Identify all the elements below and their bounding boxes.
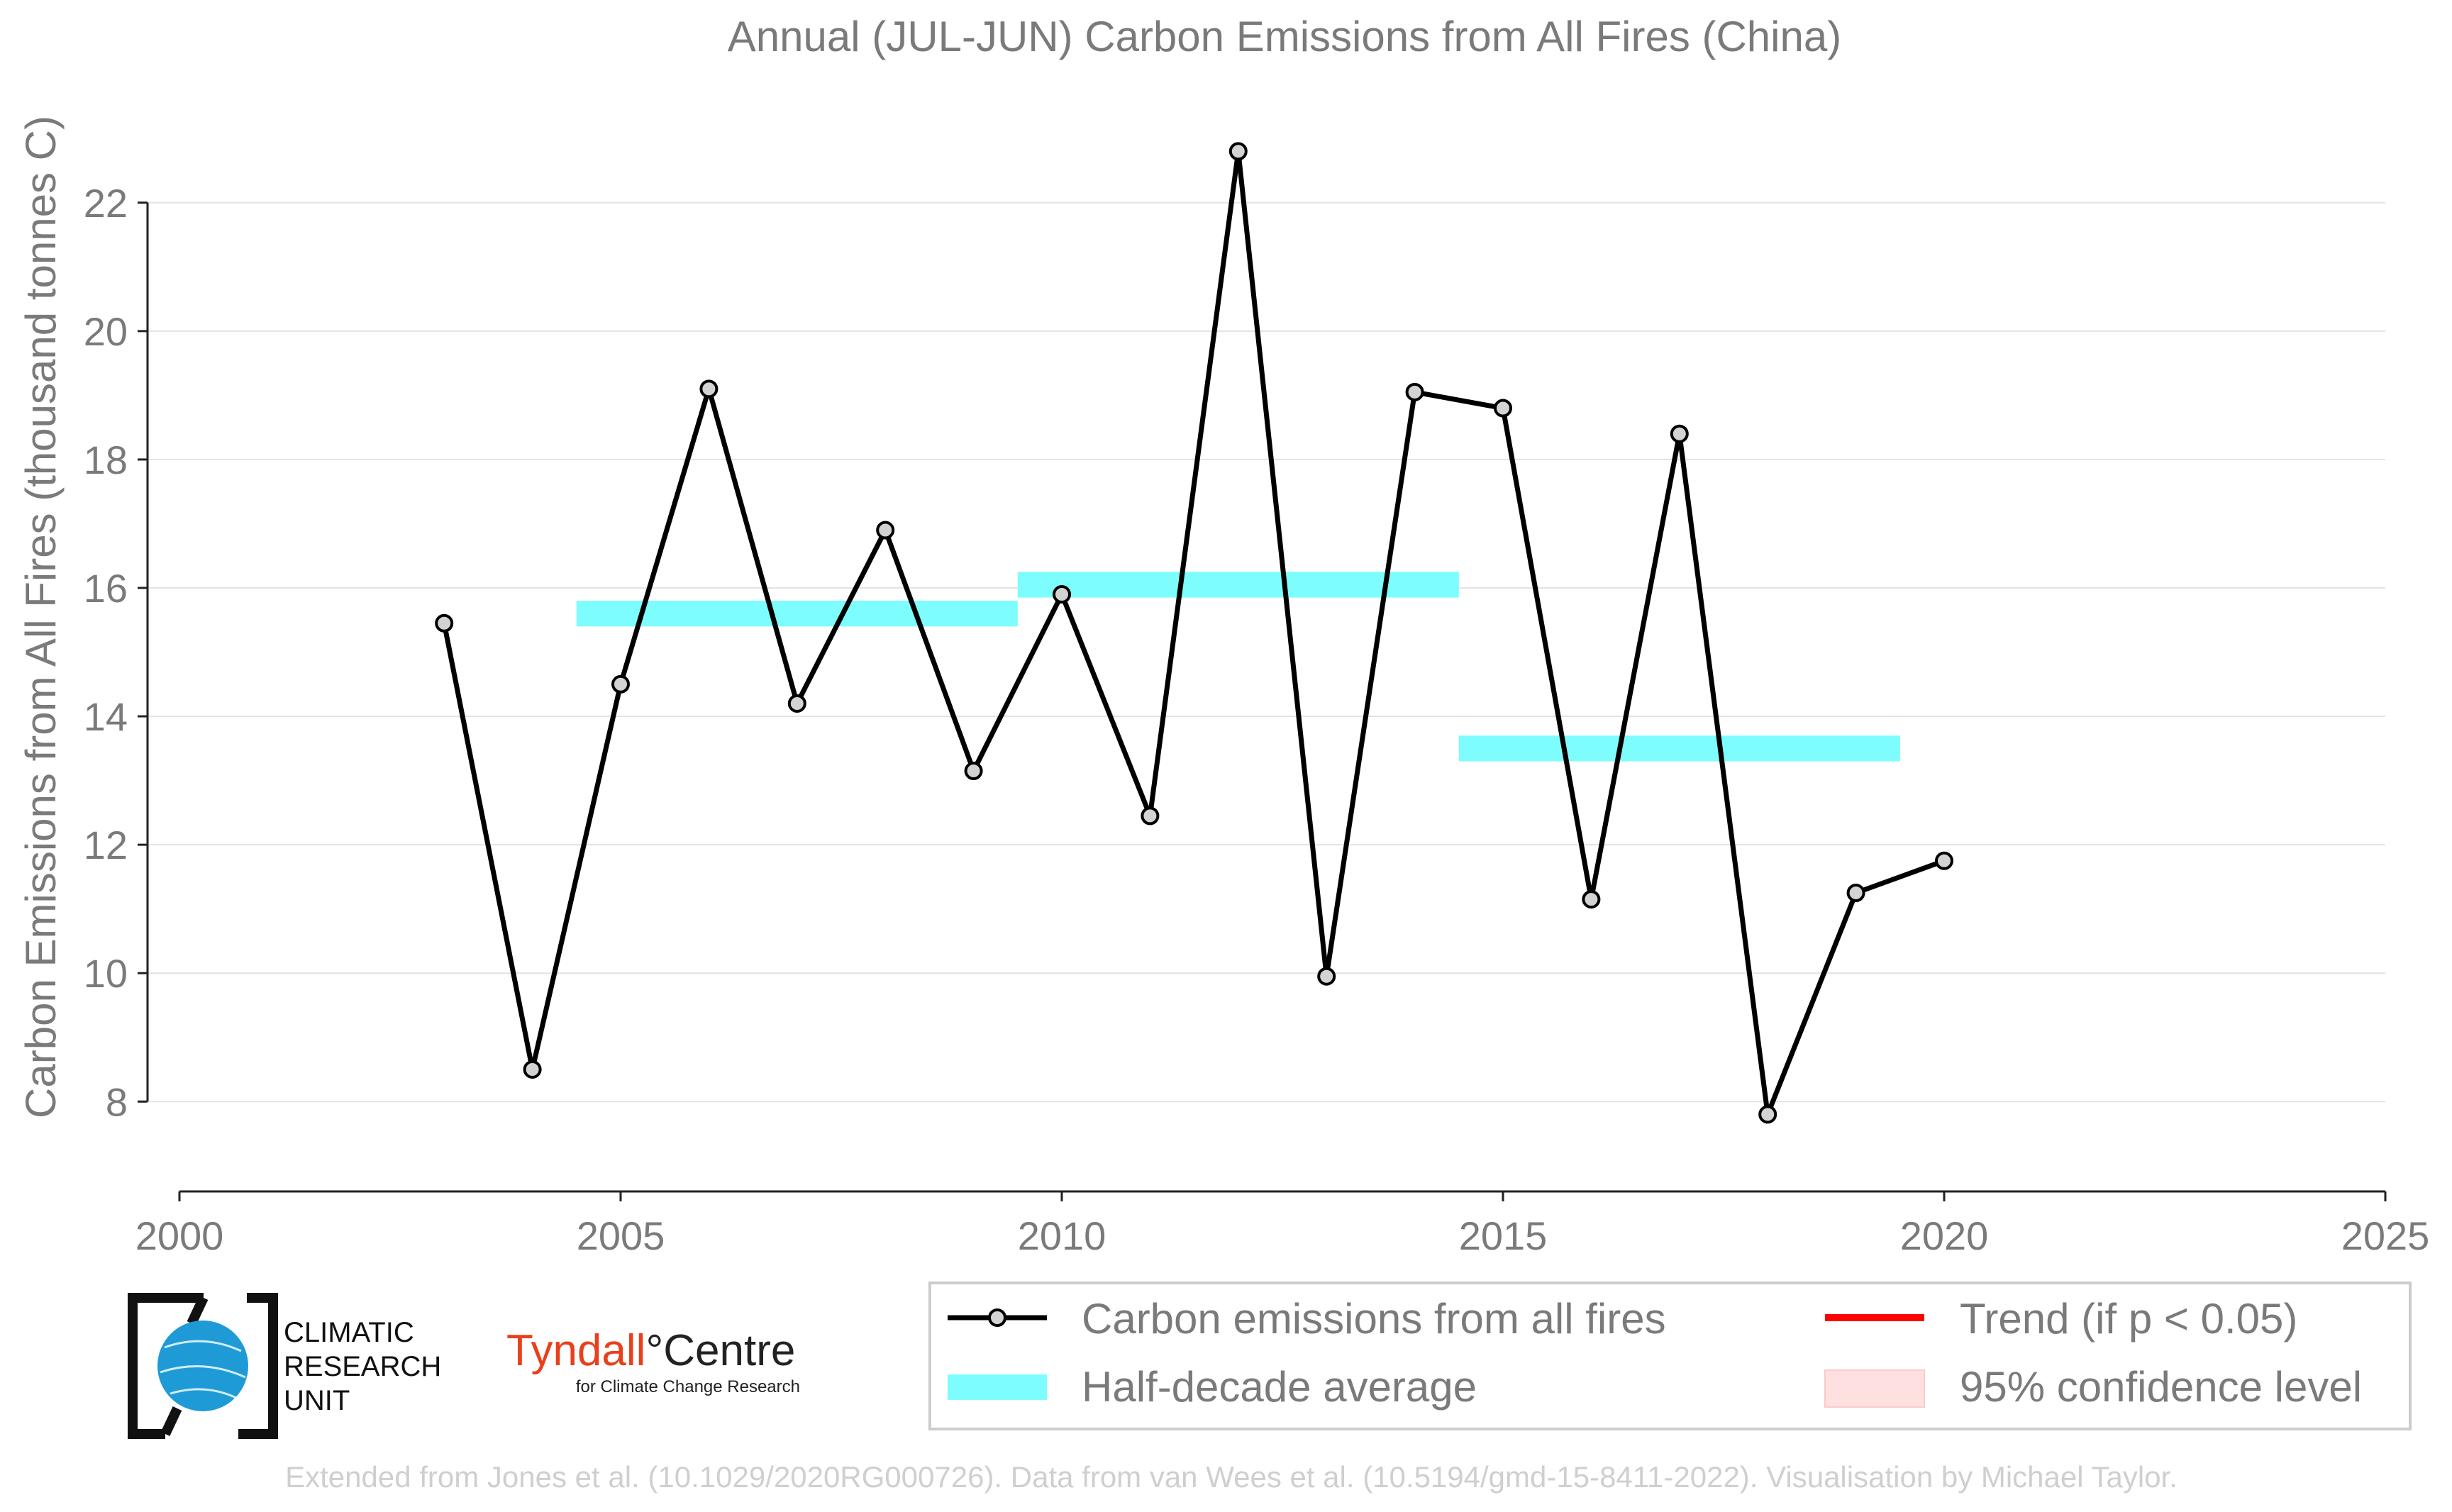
legend-label-confidence: 95% confidence level	[1960, 1363, 2362, 1411]
data-point	[1935, 851, 1953, 870]
svg-text:Tyndall°Centre: Tyndall°Centre	[506, 1326, 795, 1375]
x-tick-label: 2015	[1459, 1213, 1548, 1258]
x-tick-label: 2005	[577, 1213, 665, 1258]
data-point	[1758, 1105, 1777, 1124]
legend-item-confidence: 95% confidence level	[1824, 1363, 2362, 1411]
cru-logo-line-2: RESEARCH	[284, 1351, 441, 1382]
cru-logo-line-1: CLIMATIC	[284, 1317, 414, 1348]
data-point	[1846, 884, 1865, 903]
series-line	[441, 150, 1946, 1125]
cru-logo: CLIMATIC RESEARCH UNIT	[128, 1293, 441, 1439]
legend-confidence-swatch	[1824, 1369, 1925, 1408]
legend-half-decade-swatch	[948, 1374, 1047, 1400]
x-tick-label: 2025	[2341, 1213, 2430, 1258]
data-point	[1317, 967, 1336, 986]
cru-logo-line-3: UNIT	[284, 1385, 350, 1416]
axes	[138, 201, 2387, 1201]
legend-item-series: Carbon emissions from all fires	[948, 1295, 1666, 1343]
gridlines	[148, 201, 2385, 1103]
x-tick-label: 2000	[135, 1213, 224, 1258]
tick-labels: 8 10 12 14 16 18 20 22 2000 2005 2010 2015 2020 2025	[84, 181, 2430, 1258]
legend-item-trend: Trend (if p < 0.05)	[1825, 1295, 2297, 1343]
data-point	[699, 379, 719, 399]
chart-title: Annual (JUL-JUN) Carbon Emissions from A…	[728, 13, 1841, 60]
tyndall-name-right: Centre	[663, 1326, 795, 1375]
legend-label-half-decade: Half-decade average	[1082, 1363, 1477, 1411]
x-tick-label: 2010	[1018, 1213, 1106, 1258]
data-point	[1405, 382, 1424, 401]
legend-series-marker	[988, 1308, 1006, 1327]
data-point	[1582, 890, 1601, 909]
data-point	[964, 762, 983, 781]
y-tick-label: 22	[84, 181, 128, 226]
legend-label-trend: Trend (if p < 0.05)	[1960, 1295, 2297, 1343]
y-tick-label: 18	[84, 438, 128, 482]
legend: Carbon emissions from all fires Trend (i…	[928, 1282, 2412, 1430]
y-tick-label: 20	[84, 309, 128, 354]
y-tick-label: 16	[84, 566, 128, 611]
tyndall-logo: Tyndall°Centre for Climate Change Resear…	[506, 1326, 800, 1396]
data-point	[1053, 585, 1071, 604]
legend-label-series: Carbon emissions from all fires	[1082, 1295, 1666, 1343]
y-tick-label: 10	[84, 951, 128, 996]
data-point	[1141, 806, 1160, 826]
legend-item-half-decade: Half-decade average	[948, 1363, 1477, 1411]
tyndall-name-left: Tyndall	[506, 1326, 645, 1375]
legend-frame	[928, 1282, 2412, 1430]
half-decade-band	[1017, 572, 1459, 598]
y-axis-label: Carbon Emissions from All Fires (thousan…	[17, 116, 65, 1118]
data-point	[611, 674, 630, 694]
data-point	[435, 613, 454, 633]
y-tick-label: 12	[84, 823, 128, 867]
x-tick-label: 2020	[1900, 1213, 1989, 1258]
half-decade-band	[576, 601, 1018, 627]
data-point	[1670, 424, 1689, 443]
credit-text: Extended from Jones et al. (10.1029/2020…	[285, 1460, 2178, 1494]
y-tick-label: 14	[84, 694, 128, 739]
data-point	[523, 1060, 542, 1079]
data-series	[435, 142, 1953, 1125]
tyndall-tagline: for Climate Change Research	[576, 1377, 800, 1396]
y-tick-label: 8	[106, 1079, 128, 1124]
data-point	[1228, 142, 1248, 161]
half-decade-band	[1458, 735, 1900, 762]
data-point	[1494, 399, 1512, 418]
data-point	[787, 694, 806, 713]
data-point	[876, 521, 895, 540]
tyndall-degree: °	[645, 1326, 663, 1375]
